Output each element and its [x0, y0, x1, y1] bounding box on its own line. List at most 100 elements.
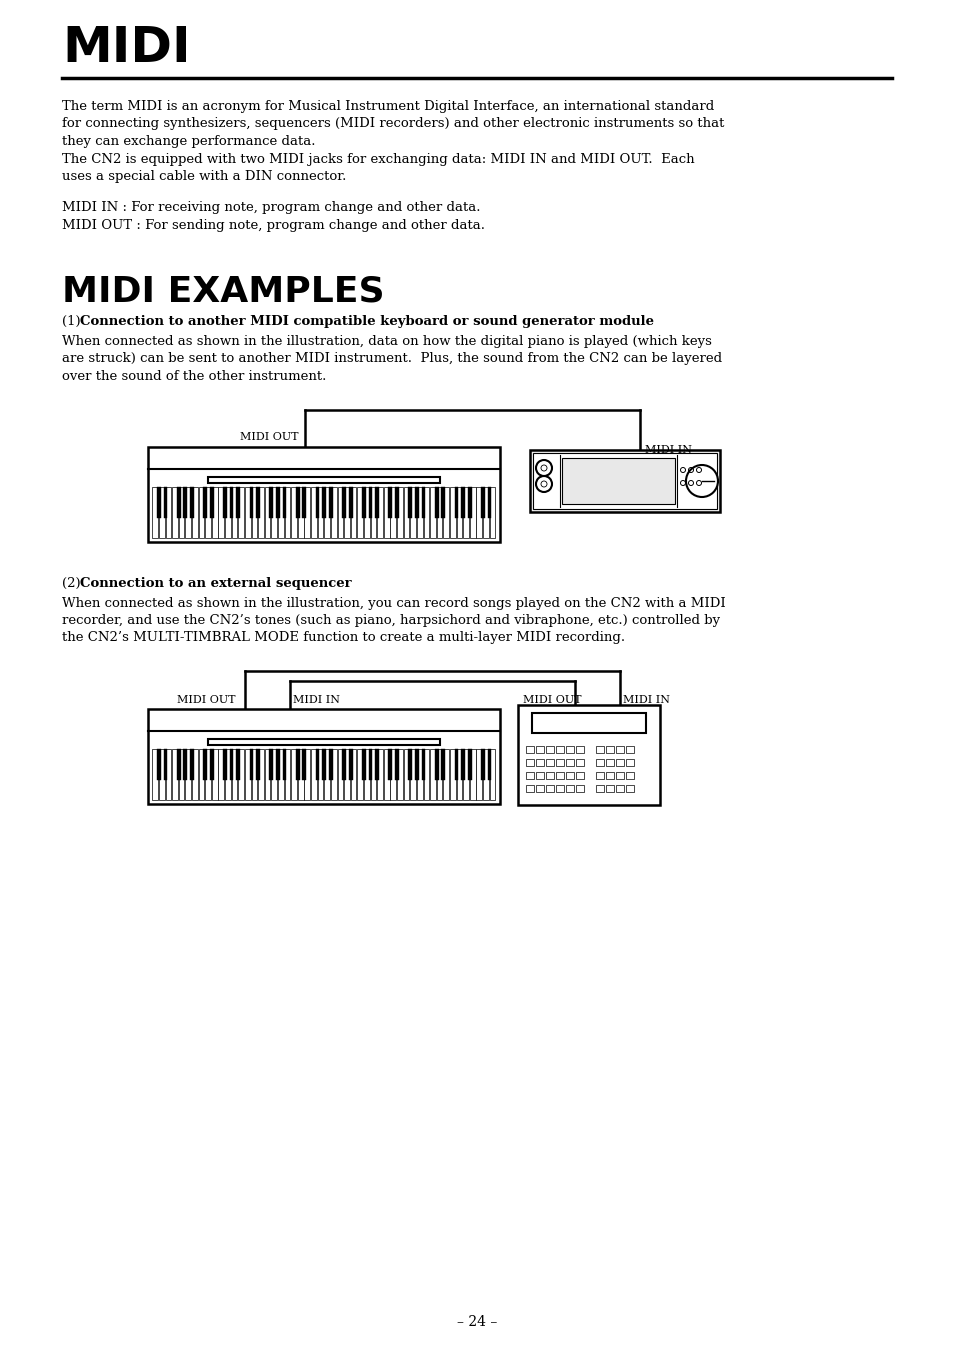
Bar [561, 458, 675, 504]
Bar [172, 749, 177, 799]
Bar [258, 749, 264, 799]
Bar [344, 487, 350, 538]
Bar [441, 749, 445, 779]
Bar [218, 487, 224, 538]
Bar [166, 749, 172, 799]
Bar [178, 749, 184, 799]
Text: MIDI OUT: MIDI OUT [522, 696, 581, 705]
Bar [361, 749, 365, 779]
Bar [480, 487, 484, 518]
Bar [565, 759, 574, 766]
Bar [576, 759, 583, 766]
Text: are struck) can be sent to another MIDI instrument.  Plus, the sound from the CN: are struck) can be sent to another MIDI … [62, 352, 721, 365]
Bar [351, 487, 356, 538]
Bar [396, 487, 402, 538]
Bar [342, 749, 346, 779]
Bar [269, 487, 273, 518]
Bar [163, 749, 167, 779]
Bar [536, 772, 543, 779]
Bar [225, 487, 231, 538]
Bar [415, 749, 418, 779]
Bar [178, 487, 184, 538]
Bar [368, 487, 372, 518]
Bar [556, 759, 563, 766]
Text: When connected as shown in the illustration, data on how the digital piano is pl: When connected as shown in the illustrat… [62, 334, 711, 348]
Bar [489, 749, 495, 799]
Bar [430, 487, 436, 538]
Bar [284, 487, 290, 538]
Bar [277, 749, 283, 799]
Bar [317, 749, 323, 799]
Bar [212, 487, 217, 538]
Bar [275, 749, 279, 779]
Bar [163, 487, 167, 518]
Bar [463, 487, 469, 538]
Text: Connection to another MIDI compatible keyboard or sound generator module: Connection to another MIDI compatible ke… [80, 315, 654, 328]
Bar [212, 749, 217, 799]
Bar [304, 749, 310, 799]
Bar [183, 487, 187, 518]
Bar [297, 487, 303, 538]
Bar [368, 749, 372, 779]
Text: they can exchange performance data.: they can exchange performance data. [62, 135, 315, 148]
Bar [230, 749, 233, 779]
Text: – 24 –: – 24 – [456, 1316, 497, 1329]
Bar [403, 749, 409, 799]
Bar [390, 749, 395, 799]
Bar [349, 749, 353, 779]
Bar [545, 759, 554, 766]
Bar [467, 487, 471, 518]
Bar [317, 487, 323, 538]
Bar [238, 487, 244, 538]
Bar [482, 749, 488, 799]
Bar [152, 749, 158, 799]
Bar [205, 749, 211, 799]
Bar [271, 749, 276, 799]
Bar [545, 785, 554, 793]
Bar [176, 749, 180, 779]
Bar [236, 749, 240, 779]
Text: over the sound of the other instrument.: over the sound of the other instrument. [62, 369, 326, 383]
Bar [576, 772, 583, 779]
Bar [324, 749, 330, 799]
Bar [576, 745, 583, 754]
Bar [245, 749, 251, 799]
Text: The CN2 is equipped with two MIDI jacks for exchanging data: MIDI IN and MIDI OU: The CN2 is equipped with two MIDI jacks … [62, 152, 694, 166]
Bar [416, 749, 422, 799]
Bar [576, 785, 583, 793]
Bar [232, 749, 237, 799]
Bar [536, 785, 543, 793]
Bar [388, 487, 392, 518]
Bar [388, 749, 392, 779]
Bar [421, 749, 425, 779]
Bar [331, 487, 336, 538]
Bar [403, 487, 409, 538]
Bar [156, 487, 160, 518]
Bar [291, 749, 296, 799]
Bar [489, 487, 495, 538]
Bar [482, 487, 488, 538]
Bar [172, 487, 177, 538]
Bar [460, 487, 464, 518]
Bar [556, 772, 563, 779]
Bar [148, 709, 499, 803]
Bar [265, 487, 271, 538]
Bar [450, 487, 456, 538]
Bar [322, 749, 326, 779]
Text: MIDI OUT: MIDI OUT [177, 696, 235, 705]
Bar [565, 772, 574, 779]
Bar [463, 749, 469, 799]
Bar [230, 487, 233, 518]
Bar [271, 487, 276, 538]
Bar [476, 487, 481, 538]
Bar [605, 772, 614, 779]
Bar [625, 785, 634, 793]
Bar [469, 487, 475, 538]
Text: MIDI OUT: MIDI OUT [240, 431, 298, 442]
Bar [395, 749, 398, 779]
Bar [480, 749, 484, 779]
Bar [208, 739, 439, 745]
Bar [556, 745, 563, 754]
Bar [190, 487, 193, 518]
Bar [311, 487, 316, 538]
